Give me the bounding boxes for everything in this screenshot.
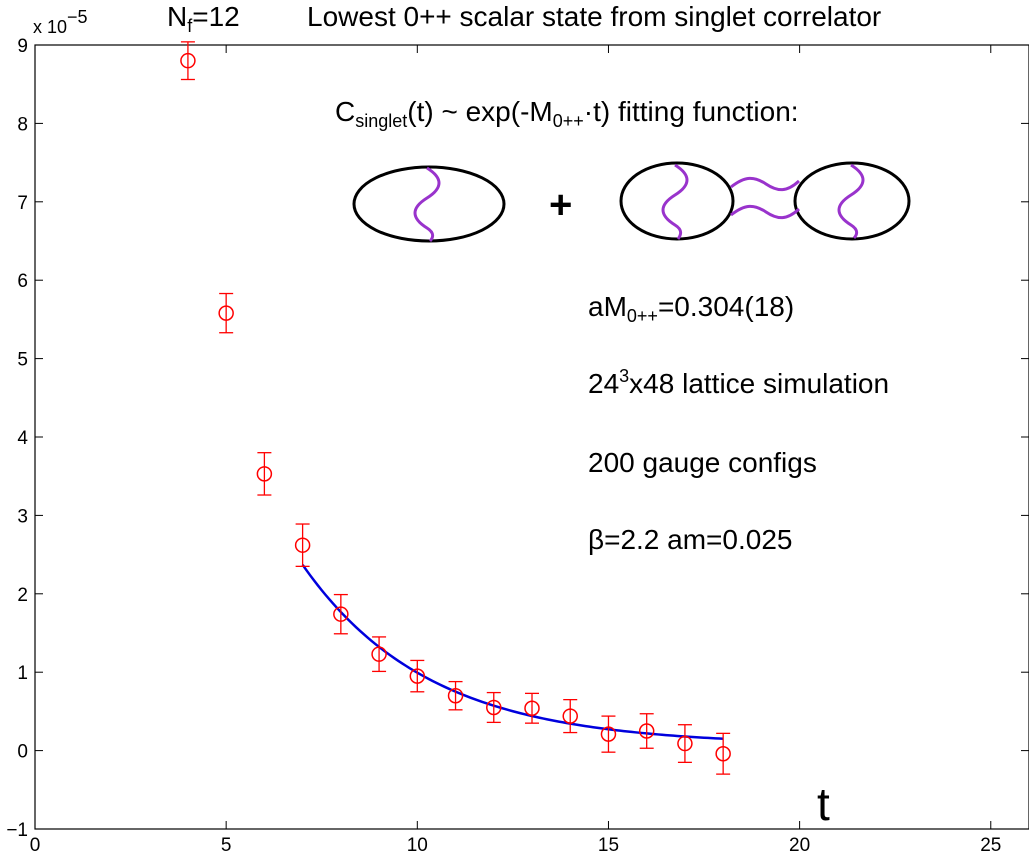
mass-result: aM0++=0.304(18) (588, 291, 794, 326)
point-marker (409, 668, 426, 684)
y-scale-exponent: −5 (67, 7, 88, 27)
y-tick-label: 7 (17, 193, 28, 214)
x-tick-label: 25 (980, 835, 1001, 856)
y-tick-label: 4 (17, 428, 28, 449)
diagram-single-loop (352, 165, 506, 243)
diagram-wave (413, 166, 441, 243)
data-point (638, 713, 655, 749)
y-tick-label: 8 (17, 114, 28, 135)
y-tick-label: 3 (17, 506, 28, 527)
data-point (524, 692, 540, 724)
point-marker (524, 700, 540, 717)
data-point (486, 691, 502, 724)
data-point (600, 715, 617, 753)
fit-function-label: Csinglet(t) ~ exp(-M0++·t) fitting funct… (335, 96, 799, 131)
data-point (409, 659, 426, 693)
y-tick-label: 1 (17, 663, 28, 684)
y-tick-label: −1 (6, 820, 28, 841)
y-tick-label: 6 (17, 271, 28, 292)
point-marker (486, 699, 502, 716)
y-tick-label: 2 (17, 585, 28, 606)
point-marker (638, 723, 655, 739)
point-marker (256, 466, 273, 482)
data-point (180, 41, 196, 81)
data-point (562, 698, 578, 734)
point-marker (294, 537, 311, 553)
fit-curve-layer (301, 564, 724, 740)
chart-title: Lowest 0++ scalar state from singlet cor… (307, 1, 881, 32)
data-point (447, 680, 464, 711)
point-marker (600, 726, 617, 742)
point-marker (715, 745, 731, 762)
data-point (333, 593, 349, 635)
y-scale-label: x 10−5 (33, 7, 88, 37)
diagram-plus: + (549, 183, 572, 227)
simulation-params: β=2.2 am=0.025 (588, 524, 792, 555)
point-marker (180, 52, 196, 69)
chart-title-nf: Nf=12 (167, 1, 240, 36)
data-points-layer (180, 41, 731, 775)
x-tick-label: 10 (407, 835, 428, 856)
x-tick-label: 15 (598, 835, 619, 856)
data-point (294, 523, 311, 568)
data-point (715, 732, 731, 775)
point-marker (562, 708, 578, 724)
y-tick-label: 0 (17, 742, 28, 763)
data-point (218, 292, 234, 334)
x-tick-label: 0 (30, 835, 41, 856)
x-axis-label: t (817, 778, 830, 830)
lattice-size: 243x48 lattice simulation (588, 366, 889, 399)
data-point (677, 724, 693, 764)
x-tick-label: 5 (221, 835, 232, 856)
data-point (371, 636, 387, 673)
point-marker (447, 687, 464, 704)
y-tick-label: 9 (17, 36, 28, 57)
gauge-configs: 200 gauge configs (588, 447, 817, 478)
point-marker (333, 606, 349, 622)
point-marker (677, 735, 693, 752)
point-marker (371, 646, 387, 662)
point-marker (218, 305, 234, 321)
data-point (256, 452, 273, 496)
fit-curve (301, 564, 724, 740)
diagram-double-loop (619, 161, 911, 241)
y-tick-label: 5 (17, 350, 28, 371)
x-tick-label: 20 (789, 835, 810, 856)
